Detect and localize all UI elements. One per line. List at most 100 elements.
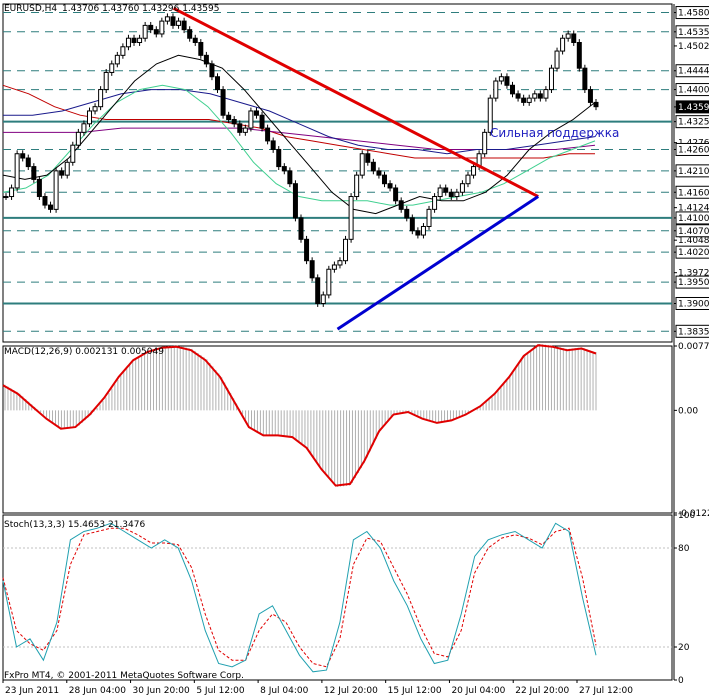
- time-label-6: 15 Jul 12:00: [388, 686, 442, 696]
- stoch-panel[interactable]: 100 80 20 0: [2, 511, 695, 686]
- macd-label-1: 0.00: [678, 406, 698, 416]
- time-label-2: 30 Jun 20:00: [133, 686, 190, 696]
- candle-body-1: [9, 187, 15, 198]
- price-label-3: 1.44440: [678, 67, 709, 77]
- candle-body-28: [159, 20, 165, 35]
- candle-body-104: [582, 67, 588, 91]
- stoch-signal-line: [2, 527, 597, 668]
- candle-body-62: [348, 196, 354, 240]
- candle-body-16: [92, 106, 98, 112]
- price-tag-12: [675, 211, 709, 225]
- candle-body-99: [554, 50, 560, 69]
- candle-body-81: [454, 191, 460, 198]
- stoch-title: Stoch(13,3,3) 15.4653 21.3476: [4, 520, 145, 530]
- support-annotation: Сильная поддержка: [490, 126, 619, 140]
- candle-body-79: [443, 187, 449, 193]
- price-tag-3: [675, 64, 709, 78]
- candle-body-33: [187, 29, 193, 39]
- price-tag-6: [675, 115, 709, 129]
- candle-body-8: [48, 204, 54, 210]
- trendline-1: [336, 195, 540, 331]
- price-label-17: 1.39500: [678, 278, 709, 288]
- candle-body-84: [471, 166, 477, 176]
- candle-body-10: [59, 170, 65, 176]
- candle-body-76: [426, 208, 432, 227]
- price-label-10: 1.41600: [678, 188, 709, 198]
- stoch-label-1: 80: [678, 544, 690, 554]
- candle-body-23: [131, 37, 137, 44]
- price-tag-5: [675, 100, 709, 114]
- candle-body-46: [259, 114, 265, 129]
- candle-body-52: [292, 183, 298, 219]
- candle-body-91: [510, 84, 516, 95]
- time-label-1: 28 Jun 04:00: [69, 686, 126, 696]
- candle-body-40: [226, 114, 232, 121]
- price-label-8: 1.42600: [678, 145, 709, 155]
- candle-body-77: [432, 196, 438, 210]
- candle-body-17: [98, 89, 104, 108]
- price-frame: [2, 3, 673, 343]
- candle-body-22: [125, 37, 131, 48]
- price-label-0: 1.45800: [678, 9, 709, 19]
- price-panel[interactable]: 1.45800 1.45350 1.45020 1.44440 1.44000 1.435…: [2, 3, 709, 343]
- price-label-15: 1.40200: [678, 248, 709, 258]
- candle-body-60: [337, 260, 343, 266]
- candle-body-24: [137, 37, 143, 44]
- candle-body-92: [515, 93, 521, 99]
- candle-body-58: [326, 268, 332, 296]
- price-tag-13: [675, 224, 709, 238]
- candle-body-105: [587, 89, 593, 103]
- candle-body-36: [203, 54, 209, 65]
- candle-body-70: [393, 187, 399, 202]
- candle-body-38: [215, 76, 221, 91]
- candle-body-27: [153, 29, 159, 35]
- candle-body-73: [409, 217, 415, 232]
- candle-body-74: [415, 230, 421, 236]
- time-label-0: 23 Jun 2011: [5, 686, 59, 696]
- candle-body-35: [198, 42, 204, 56]
- candle-body-72: [404, 208, 410, 219]
- candle-body-2: [14, 153, 20, 189]
- price-label-1: 1.45350: [678, 28, 709, 38]
- price-label-6: 1.43250: [678, 118, 709, 128]
- candle-body-20: [114, 54, 120, 65]
- price-label-18: 1.39000: [678, 299, 709, 309]
- price-label-11: 1.41240: [678, 204, 709, 214]
- price-label-9: 1.42100: [678, 167, 709, 177]
- candle-body-44: [248, 110, 254, 129]
- candle-body-82: [459, 183, 465, 193]
- candle-body-9: [53, 170, 59, 210]
- candle-body-90: [504, 76, 510, 86]
- time-label-8: 22 Jul 20:00: [515, 686, 569, 696]
- candle-body-3: [20, 153, 26, 159]
- candle-body-30: [170, 16, 176, 26]
- candle-body-101: [565, 33, 571, 39]
- candle-body-83: [465, 174, 471, 185]
- candle-body-67: [376, 170, 382, 176]
- candle-body-0: [3, 196, 9, 199]
- candle-body-56: [315, 277, 321, 304]
- candle-body-96: [537, 93, 543, 99]
- candle-body-12: [70, 144, 76, 163]
- candle-body-51: [287, 170, 293, 185]
- candle-body-26: [148, 24, 154, 31]
- time-label-5: 12 Jul 20:00: [324, 686, 378, 696]
- stoch-main-line: [2, 522, 597, 673]
- candle-body-94: [526, 97, 532, 103]
- candle-body-49: [276, 148, 282, 168]
- candle-body-11: [64, 161, 70, 176]
- price-label-13: 1.40700: [678, 227, 709, 237]
- candle-body-64: [359, 153, 365, 176]
- candle-body-48: [270, 140, 276, 150]
- price-tag-15: [675, 245, 709, 259]
- price-label-2: 1.45020: [678, 42, 709, 52]
- price-tag-4: [675, 83, 709, 97]
- ohlc-readout: 1.43706 1.43760 1.43296 1.43595: [62, 4, 219, 14]
- price-title: EURUSD,H4: [4, 4, 57, 14]
- candle-body-100: [560, 37, 566, 52]
- candle-body-97: [543, 89, 549, 99]
- macd-label-2: -0.01228: [678, 509, 709, 519]
